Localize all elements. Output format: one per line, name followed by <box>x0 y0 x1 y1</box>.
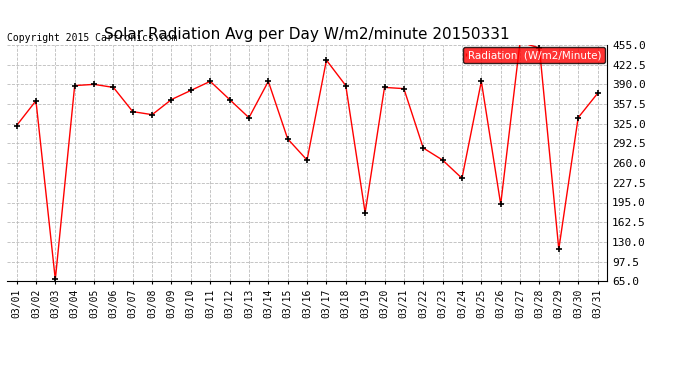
Title: Solar Radiation Avg per Day W/m2/minute 20150331: Solar Radiation Avg per Day W/m2/minute … <box>104 27 510 42</box>
Text: Copyright 2015 Cartronics.com: Copyright 2015 Cartronics.com <box>7 33 177 43</box>
Legend: Radiation  (W/m2/Minute): Radiation (W/m2/Minute) <box>463 47 605 63</box>
